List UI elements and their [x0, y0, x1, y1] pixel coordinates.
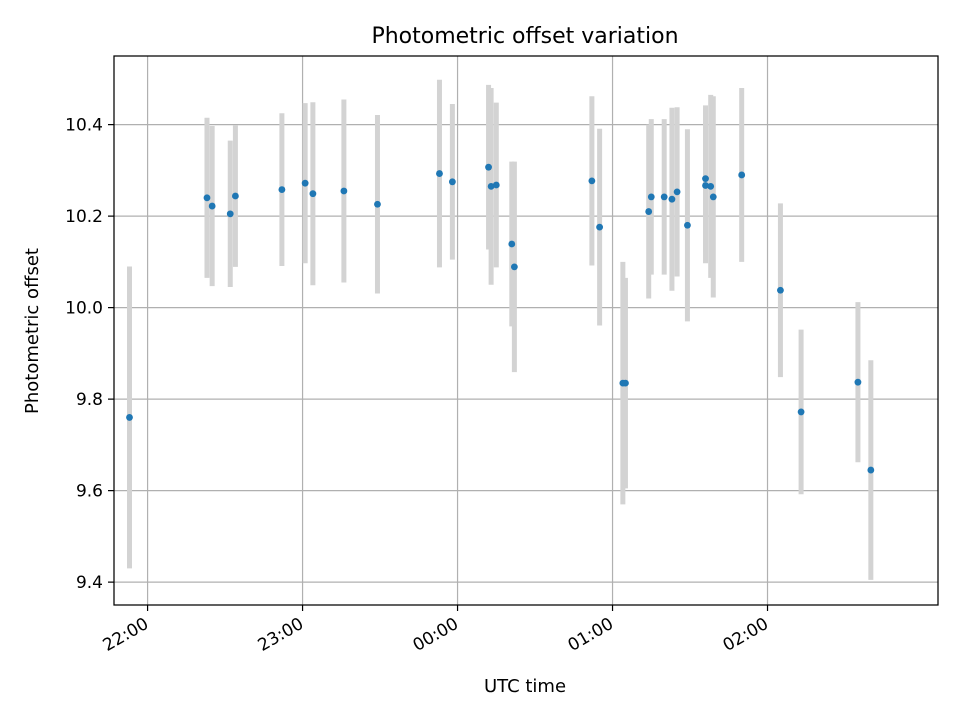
- y-tick-label: 9.4: [76, 573, 103, 593]
- data-point: [232, 192, 239, 200]
- data-point: [702, 175, 709, 183]
- data-point: [448, 178, 456, 186]
- data-point: [645, 208, 653, 215]
- data-point: [854, 378, 862, 386]
- data-point: [797, 408, 805, 416]
- grid-lines: [114, 56, 938, 605]
- data-point: [668, 195, 676, 203]
- data-point: [702, 182, 709, 189]
- data-point: [660, 193, 668, 201]
- data-point: [226, 210, 234, 218]
- data-points: [126, 163, 875, 474]
- data-point: [485, 163, 492, 171]
- data-point: [278, 186, 286, 193]
- data-point: [492, 181, 500, 189]
- x-tick-label: 01:00: [565, 614, 617, 656]
- data-point: [596, 223, 604, 231]
- data-point: [673, 188, 681, 196]
- x-tick-label: 22:00: [100, 614, 152, 656]
- data-point: [588, 177, 596, 185]
- data-point: [709, 193, 717, 201]
- data-point: [126, 414, 133, 421]
- error-bars: [126, 79, 874, 580]
- y-tick-label: 9.6: [76, 482, 103, 502]
- data-point: [622, 379, 629, 387]
- data-point: [208, 202, 216, 210]
- data-point: [684, 221, 691, 229]
- data-point: [436, 170, 443, 177]
- data-point: [867, 466, 875, 474]
- y-axis-label: Photometric offset: [22, 248, 43, 414]
- data-point: [647, 193, 655, 201]
- y-tick-label: 9.8: [76, 390, 103, 410]
- chart-title: Photometric offset variation: [371, 24, 678, 49]
- data-point: [510, 263, 518, 271]
- x-axis-label: UTC time: [484, 676, 566, 697]
- y-tick-label: 10.2: [65, 207, 103, 227]
- data-point: [203, 194, 211, 202]
- data-point: [340, 187, 348, 195]
- x-tick-label: 02:00: [720, 614, 772, 656]
- plot-area-frame: [113, 55, 939, 606]
- x-tick-label: 00:00: [410, 614, 462, 656]
- data-point: [508, 240, 516, 248]
- data-point: [374, 200, 381, 208]
- data-point: [487, 182, 495, 190]
- y-tick-label: 10.0: [65, 299, 103, 319]
- y-tick-label: 10.4: [65, 116, 103, 136]
- data-point: [738, 171, 746, 179]
- data-point: [309, 190, 317, 198]
- data-point: [707, 182, 715, 190]
- x-tick-label: 23:00: [255, 614, 307, 656]
- data-point: [301, 179, 309, 187]
- data-point: [777, 286, 784, 294]
